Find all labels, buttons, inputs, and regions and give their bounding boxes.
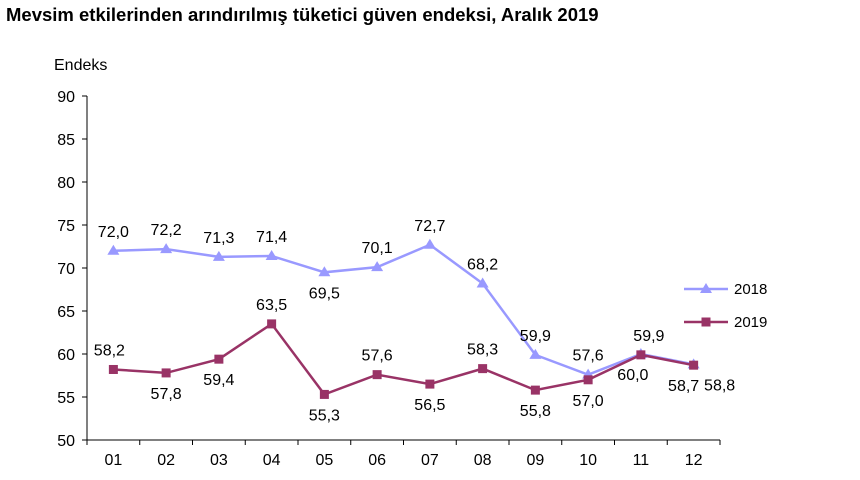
data-point-2019	[267, 319, 277, 329]
x-tick-label: 09	[526, 452, 544, 469]
y-tick-label: 65	[57, 304, 75, 321]
data-label-2018: 69,5	[309, 285, 340, 302]
y-tick-label: 55	[57, 390, 75, 407]
data-point-2019	[108, 364, 118, 374]
data-point-2018	[423, 238, 436, 249]
data-point-2019	[425, 379, 435, 389]
legend-label-2019: 2019	[734, 314, 767, 331]
data-point-2019	[689, 360, 699, 370]
data-label-2019: 55,8	[520, 403, 551, 420]
y-tick-label: 80	[57, 175, 75, 192]
x-tick-label: 10	[579, 452, 597, 469]
data-point-2019	[161, 368, 171, 378]
data-label-2018: 58,8	[704, 377, 735, 394]
data-point-2019	[583, 375, 593, 385]
y-tick-label: 60	[57, 347, 75, 364]
data-label-2019: 59,9	[633, 328, 664, 345]
data-point-2018	[318, 266, 331, 277]
y-tick-label: 85	[57, 132, 75, 149]
data-point-2019	[636, 350, 646, 360]
data-point-2018	[107, 244, 120, 255]
x-tick-label: 01	[104, 452, 122, 469]
data-label-2019: 59,4	[203, 372, 234, 389]
series-line-2019	[113, 322, 694, 396]
data-point-2019	[478, 364, 488, 374]
data-label-2019: 57,6	[362, 348, 393, 365]
data-label-2018: 72,2	[151, 222, 182, 239]
data-label-2019: 63,5	[256, 297, 287, 314]
x-tick-label: 04	[263, 452, 281, 469]
data-label-2018: 71,3	[203, 230, 234, 247]
data-point-2018	[160, 243, 173, 254]
data-point-2018	[212, 250, 225, 261]
data-label-2018: 72,0	[98, 224, 129, 241]
data-point-2018	[476, 277, 489, 288]
data-label-2018: 68,2	[467, 256, 498, 273]
data-point-2018	[529, 348, 542, 359]
legend-marker-2019	[701, 317, 711, 327]
x-tick-label: 11	[633, 452, 650, 469]
data-label-2019: 57,8	[151, 386, 182, 403]
y-tick-label: 50	[57, 433, 75, 450]
data-point-2019	[372, 370, 382, 380]
y-tick-label: 90	[57, 89, 75, 106]
data-label-2018: 57,6	[573, 348, 604, 365]
y-tick-label: 75	[57, 218, 75, 235]
data-label-2018: 59,9	[520, 328, 551, 345]
data-point-2019	[530, 385, 540, 395]
data-point-2018	[265, 249, 278, 260]
data-label-2018: 60,0	[617, 367, 648, 384]
x-tick-label: 03	[210, 452, 228, 469]
x-tick-label: 12	[685, 452, 703, 469]
data-label-2019: 55,3	[309, 407, 340, 424]
data-label-2019: 56,5	[414, 397, 445, 414]
series-line-2018	[113, 243, 694, 376]
x-tick-label: 05	[315, 452, 333, 469]
data-label-2019: 58,3	[467, 342, 498, 359]
chart-title: Mevsim etkilerinden arındırılmış tüketic…	[6, 4, 599, 25]
data-label-2018: 72,7	[414, 218, 445, 235]
data-label-2018: 71,4	[256, 229, 287, 246]
legend-label-2018: 2018	[734, 281, 767, 298]
data-label-2019: 57,0	[573, 393, 604, 410]
data-point-2019	[319, 389, 329, 399]
legend-marker-2018	[700, 283, 712, 293]
x-tick-label: 07	[421, 452, 439, 469]
x-tick-label: 08	[474, 452, 492, 469]
data-point-2018	[371, 261, 384, 272]
y-axis-title: Endeks	[54, 57, 107, 74]
data-label-2018: 70,1	[362, 240, 393, 257]
y-tick-label: 70	[57, 261, 75, 278]
x-tick-label: 06	[368, 452, 386, 469]
data-label-2019: 58,2	[94, 342, 125, 359]
data-point-2019	[214, 354, 224, 364]
data-label-2019: 58,7	[668, 378, 699, 395]
x-tick-label: 02	[157, 452, 175, 469]
